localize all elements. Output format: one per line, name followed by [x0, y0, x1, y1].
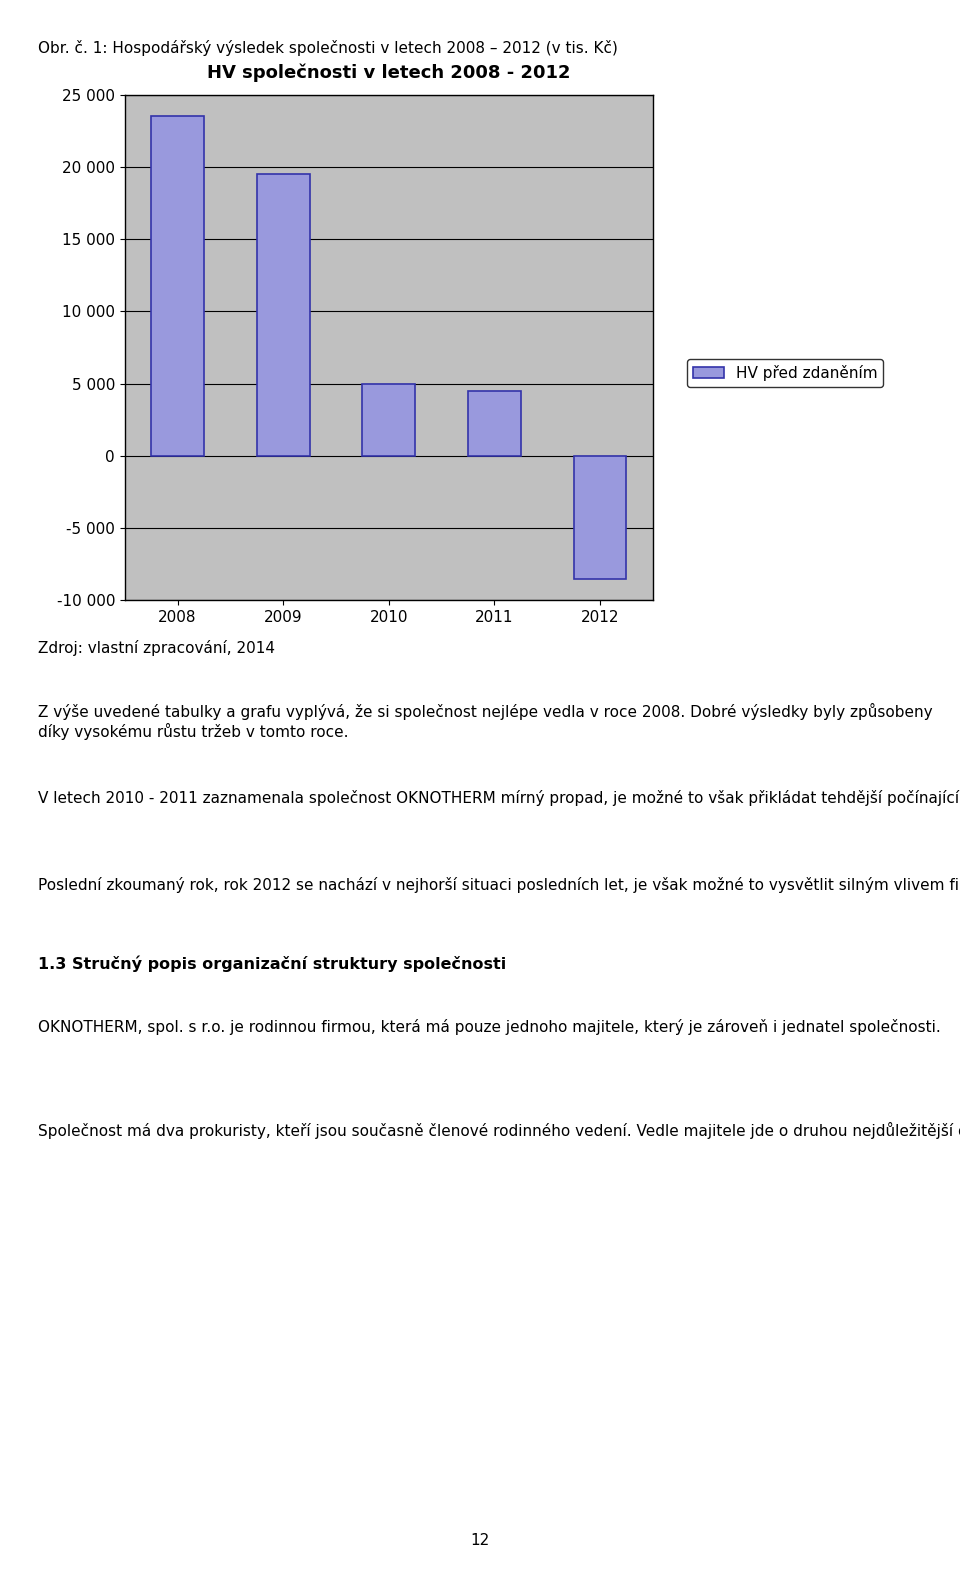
Bar — [574, 457, 627, 578]
Title: HV společnosti v letech 2008 - 2012: HV společnosti v letech 2008 - 2012 — [207, 63, 570, 82]
Text: V letech 2010 - 2011 zaznamenala společnost OKNOTHERM mírný propad, je možné to : V letech 2010 - 2011 zaznamenala společn… — [38, 790, 960, 806]
Text: Obr. č. 1: Hospodářský výsledek společnosti v letech 2008 – 2012 (v tis. Kč): Obr. č. 1: Hospodářský výsledek společno… — [38, 40, 618, 55]
Text: Společnost má dva prokuristy, kteří jsou současně členové rodinného vedení. Vedl: Společnost má dva prokuristy, kteří jsou… — [38, 1122, 960, 1139]
Bar — [363, 384, 416, 457]
Text: Poslední zkoumaný rok, rok 2012 se nachází v nejhorší situaci posledních let, je: Poslední zkoumaný rok, rok 2012 se nachá… — [38, 877, 960, 893]
Text: OKNOTHERM, spol. s r.o. je rodinnou firmou, která má pouze jednoho majitele, kte: OKNOTHERM, spol. s r.o. je rodinnou firm… — [38, 1019, 941, 1035]
Bar — [468, 390, 521, 457]
Text: Z výše uvedené tabulky a grafu vyplývá, že si společnost nejlépe vedla v roce 20: Z výše uvedené tabulky a grafu vyplývá, … — [38, 703, 933, 739]
Text: 1.3 Stručný popis organizační struktury společnosti: 1.3 Stručný popis organizační struktury … — [38, 956, 507, 972]
Bar — [152, 117, 204, 457]
Text: Zdroj: vlastní zpracování, 2014: Zdroj: vlastní zpracování, 2014 — [38, 640, 276, 656]
Bar — [257, 174, 309, 457]
Text: 12: 12 — [470, 1534, 490, 1548]
Legend: HV před zdaněním: HV před zdaněním — [686, 359, 883, 387]
